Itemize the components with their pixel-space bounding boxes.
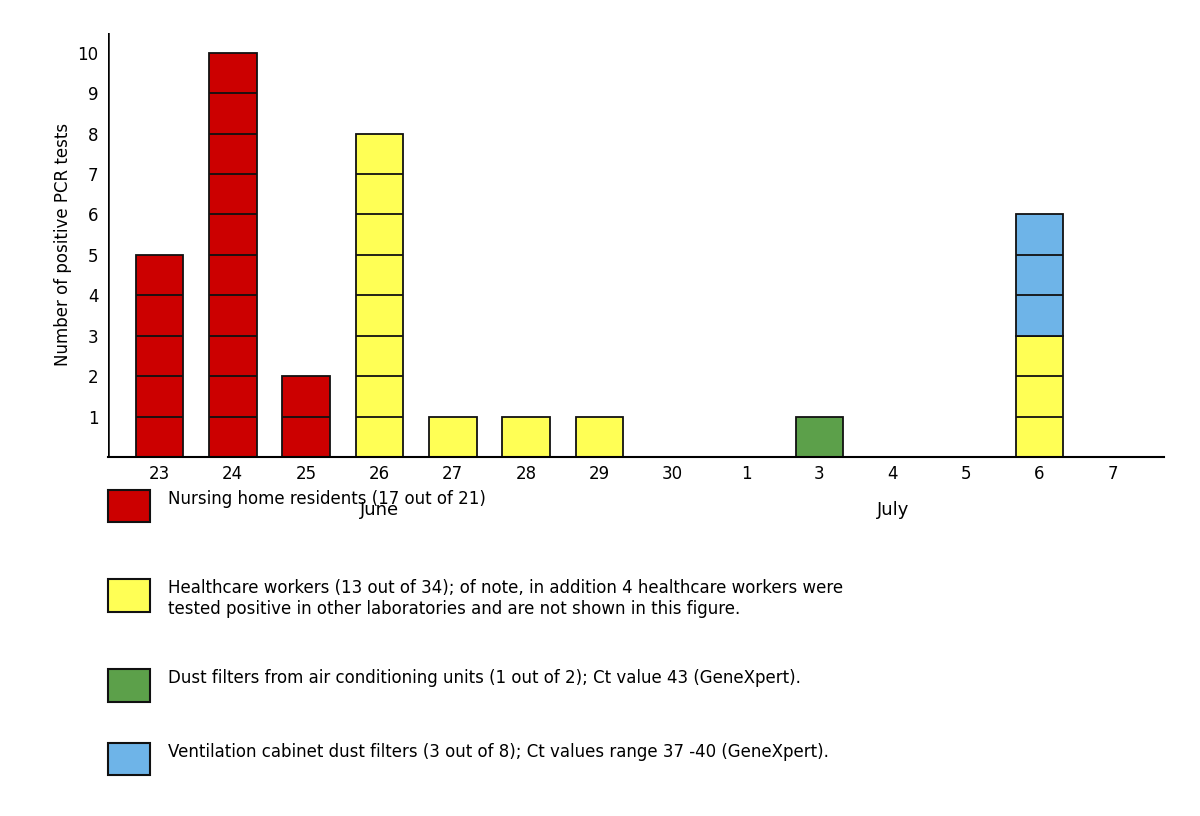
- Bar: [355, 134, 403, 457]
- Text: July: July: [876, 501, 908, 520]
- Bar: [428, 416, 476, 457]
- Bar: [282, 376, 330, 457]
- Text: Dust filters from air conditioning units (1 out of 2); Ct value 43 (GeneXpert).: Dust filters from air conditioning units…: [168, 669, 800, 687]
- Bar: [136, 255, 184, 457]
- Y-axis label: Number of positive PCR tests: Number of positive PCR tests: [54, 123, 72, 366]
- Text: Ventilation cabinet dust filters (3 out of 8); Ct values range 37 -40 (GeneXpert: Ventilation cabinet dust filters (3 out …: [168, 743, 829, 761]
- Bar: [1015, 335, 1063, 457]
- Bar: [209, 53, 257, 457]
- Text: Healthcare workers (13 out of 34); of note, in addition 4 healthcare workers wer: Healthcare workers (13 out of 34); of no…: [168, 579, 844, 619]
- Bar: [1015, 215, 1063, 335]
- Bar: [796, 416, 844, 457]
- Text: Nursing home residents (17 out of 21): Nursing home residents (17 out of 21): [168, 490, 486, 508]
- Text: June: June: [360, 501, 398, 520]
- Bar: [502, 416, 550, 457]
- Bar: [576, 416, 623, 457]
